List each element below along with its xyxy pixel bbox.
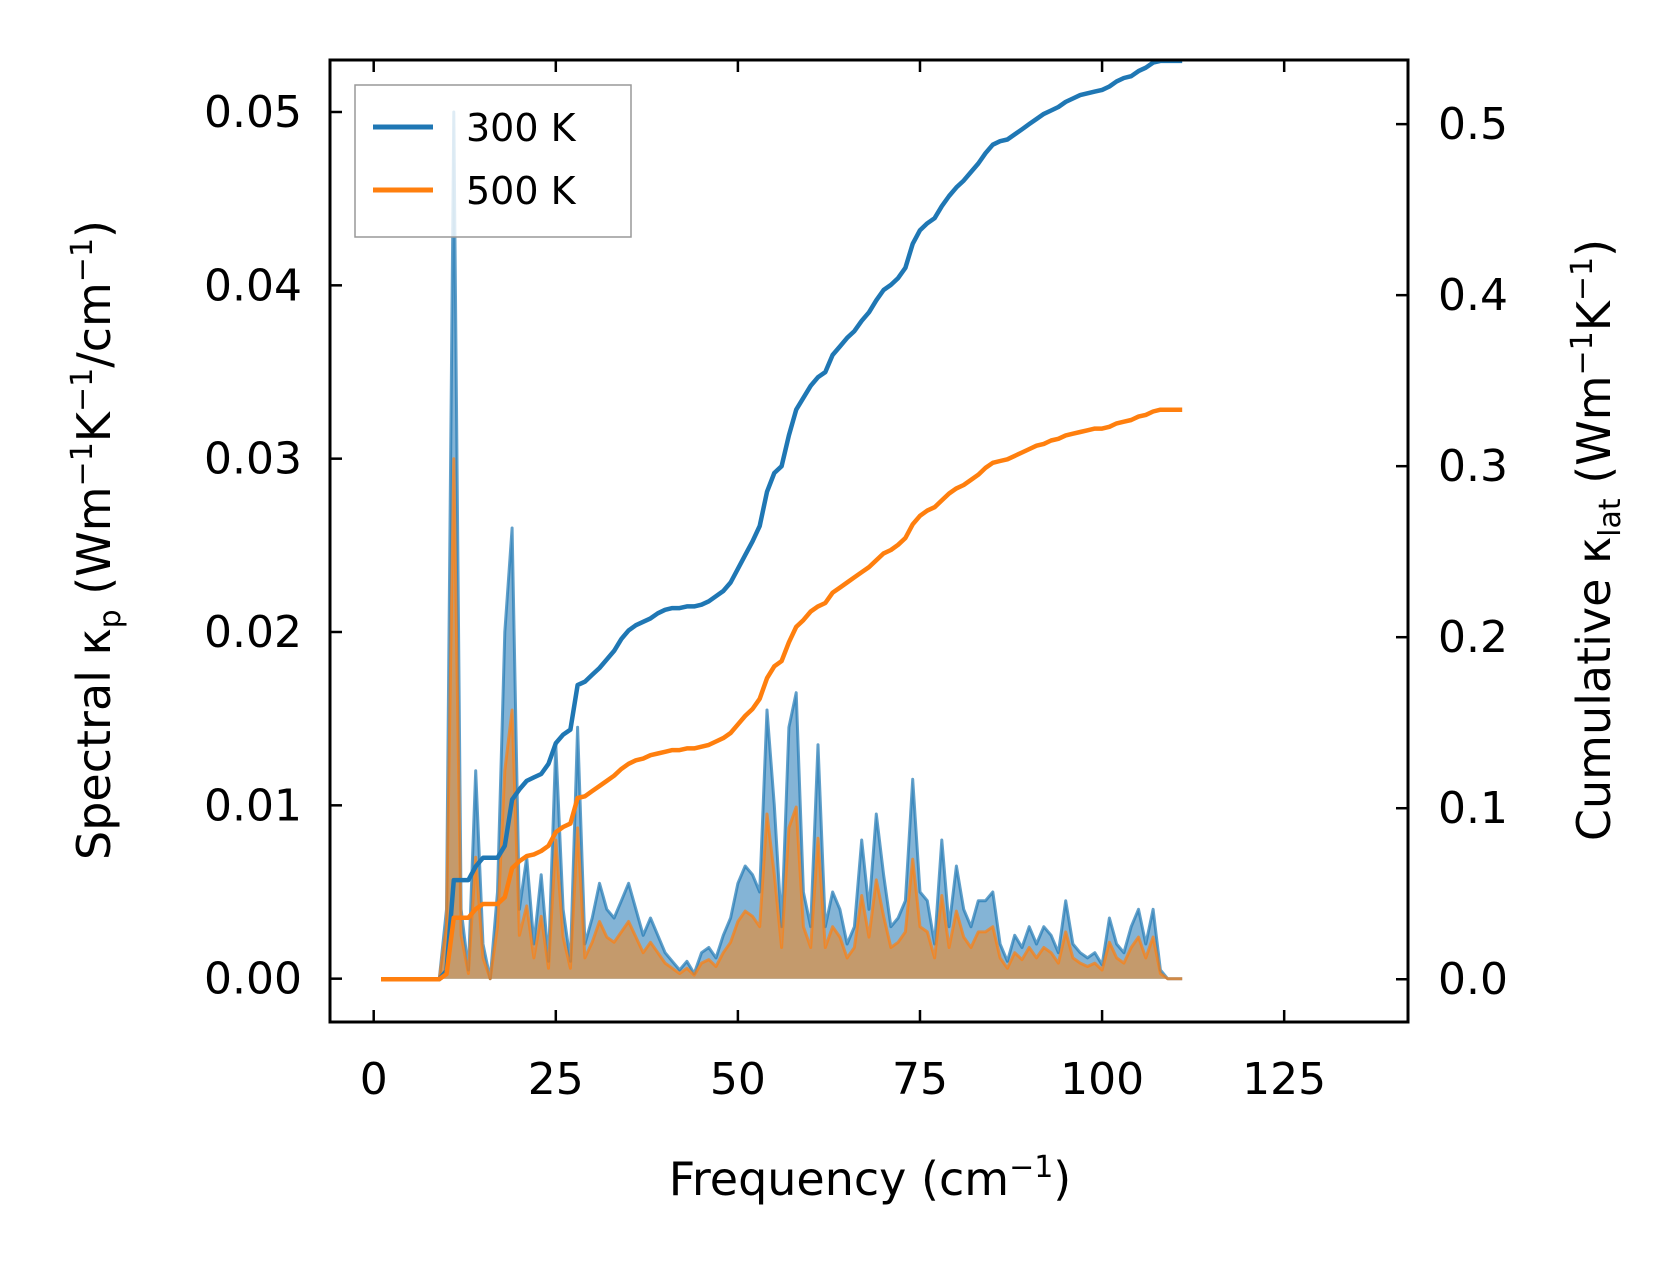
legend-label-300k: 300 K <box>466 106 577 150</box>
y-right-tick-label: 0.0 <box>1438 954 1508 1005</box>
y-left-tick-label: 0.01 <box>204 780 302 831</box>
y-axis-left-label-sup3: −1 <box>65 238 100 282</box>
line-layer <box>381 58 1183 982</box>
legend: 300 K 500 K <box>354 84 632 238</box>
legend-label-500k: 500 K <box>466 169 577 213</box>
y-axis-right-ticks: 0.0 0.1 0.2 0.3 0.4 0.5 <box>1396 99 1508 1005</box>
y-axis-right-label-p2: (Wm <box>1567 375 1621 498</box>
cumulative-line-300k <box>381 58 1183 982</box>
y-axis-right-label-sup2: −1 <box>1565 257 1600 301</box>
y-axis-right-label-p4: ) <box>1567 239 1621 257</box>
plot-frame <box>328 58 1410 1024</box>
y-axis-right-label-p3: K <box>1567 299 1621 331</box>
x-tick-label: 0 <box>360 1054 388 1105</box>
x-axis-label-sup: −1 <box>1009 1150 1053 1185</box>
y-axis-left-label-sub: p <box>93 609 128 628</box>
y-left-tick-label: 0.00 <box>204 954 302 1005</box>
y-axis-left-label-p3: K <box>67 410 121 442</box>
y-right-tick-label: 0.4 <box>1438 270 1508 321</box>
spectral-line-300k <box>381 110 1183 981</box>
y-left-tick-label: 0.02 <box>204 607 302 658</box>
x-tick-label: 25 <box>528 1054 584 1105</box>
y-axis-right-label-p1: Cumulative κ <box>1567 537 1621 841</box>
y-axis-left-label-sup1: −1 <box>65 442 100 486</box>
y-axis-right-label-sup1: −1 <box>1565 331 1600 375</box>
spectral-area-500k <box>381 458 1357 979</box>
legend-box <box>354 84 632 238</box>
y-axis-left-label-p4: /cm <box>67 282 121 368</box>
y-left-tick-label: 0.04 <box>204 260 302 311</box>
x-axis-label-end: ) <box>1053 1152 1071 1206</box>
y-axis-left-label: Spectral κp (Wm−1K−1/cm−1) <box>65 220 128 860</box>
x-axis-label: Frequency (cm−1) <box>669 1150 1072 1206</box>
x-tick-label: 125 <box>1242 1054 1326 1105</box>
y-left-tick-label: 0.03 <box>204 434 302 485</box>
x-axis-ticks: 0 25 50 75 100 125 <box>360 60 1326 1105</box>
x-tick-label: 100 <box>1060 1054 1144 1105</box>
y-right-tick-label: 0.2 <box>1438 612 1508 663</box>
y-right-tick-label: 0.5 <box>1438 99 1508 150</box>
y-left-tick-label: 0.05 <box>204 87 302 138</box>
y-axis-left-label-p5: ) <box>67 220 121 238</box>
y-right-tick-label: 0.3 <box>1438 441 1508 492</box>
y-axis-left-label-p1: Spectral κ <box>67 628 121 860</box>
x-axis-label-text: Frequency (cm <box>669 1152 1009 1206</box>
spectral-line-500k <box>381 457 1183 981</box>
y-axis-right-label-sub: lat <box>1593 498 1628 537</box>
y-axis-right-label: Cumulative κlat (Wm−1K−1) <box>1565 239 1628 841</box>
x-tick-label: 75 <box>892 1054 948 1105</box>
y-right-tick-label: 0.1 <box>1438 783 1508 834</box>
cumulative-line-500k <box>381 407 1183 982</box>
x-tick-label: 50 <box>710 1054 766 1105</box>
y-axis-left-label-sup2: −1 <box>65 368 100 412</box>
y-axis-left-label-p2: (Wm <box>67 486 121 609</box>
y-axis-left-ticks: 0.00 0.01 0.02 0.03 0.04 0.05 <box>204 87 342 1005</box>
